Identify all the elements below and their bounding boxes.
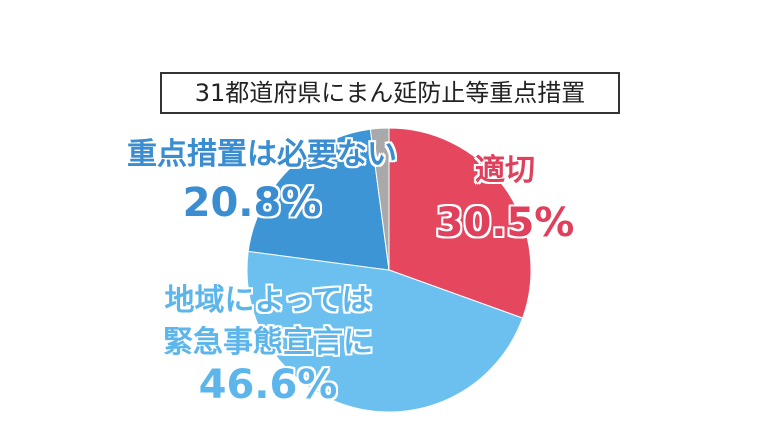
pie-slice xyxy=(246,250,524,413)
pie-slice xyxy=(369,127,390,271)
slice-label: 適切 xyxy=(475,153,535,188)
chart-title: 31都道府県にまん延防止等重点措置 xyxy=(160,72,620,114)
slice-label: 重点措置は必要ない xyxy=(127,137,397,172)
value-label: 30.5% xyxy=(435,200,575,246)
pie-slice xyxy=(388,127,532,319)
value-label: 46.6% xyxy=(198,362,338,408)
slice-label: 地域によっては 緊急事態宣言に xyxy=(163,283,373,360)
value-label: 20.8% xyxy=(182,180,322,226)
pie-slice xyxy=(247,128,390,271)
